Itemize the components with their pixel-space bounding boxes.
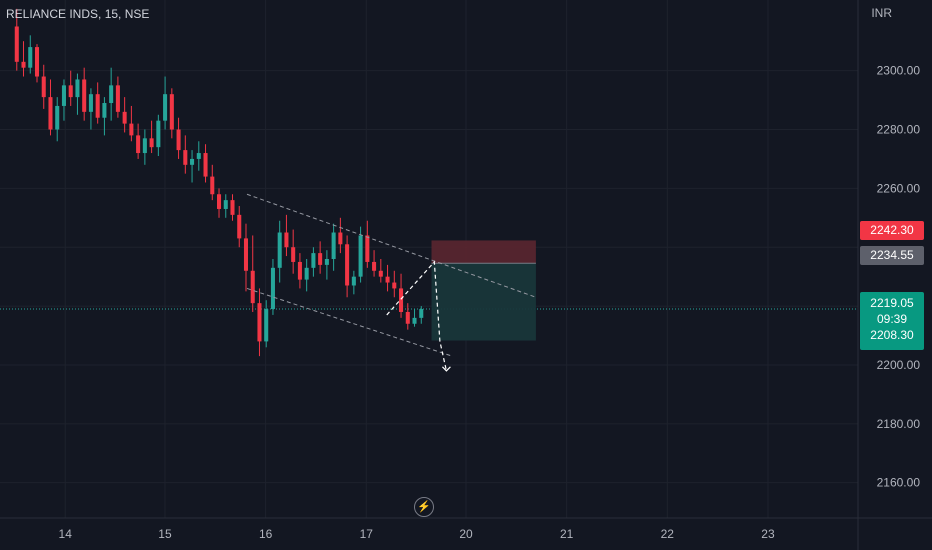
candle-body	[163, 94, 168, 121]
candle-body	[156, 120, 161, 148]
lightning-icon[interactable]: ⚡	[414, 497, 434, 517]
candle-body	[324, 259, 329, 265]
bar-countdown: 09:39	[876, 312, 908, 326]
candle-body	[243, 238, 249, 271]
candle-body	[68, 85, 73, 98]
candle-body	[129, 123, 134, 136]
currency-label: INR	[871, 6, 892, 20]
candle-body	[365, 235, 370, 262]
price-tick-label: 2300.00	[877, 64, 921, 78]
candle-body	[291, 247, 296, 262]
time-tick-label: 23	[761, 527, 775, 541]
candle-body	[109, 85, 114, 104]
candle-body	[203, 153, 208, 177]
candle-body	[399, 288, 404, 312]
candle-body	[304, 267, 309, 280]
candle-body	[345, 244, 350, 286]
target-price-value: 2208.30	[870, 328, 914, 342]
candle-body	[88, 94, 93, 112]
candle-body	[210, 176, 215, 195]
channel-upper-line	[246, 193, 537, 298]
candle-body	[297, 261, 302, 280]
candle-body	[216, 194, 222, 209]
grid	[0, 0, 858, 518]
price-tick-label: 2160.00	[877, 476, 921, 490]
time-tick-label: 16	[259, 527, 273, 541]
channel-lower-line	[246, 287, 453, 357]
candle-body	[338, 232, 343, 245]
candle-body	[257, 303, 262, 342]
candle-body	[223, 200, 228, 209]
candle-body	[196, 153, 201, 159]
candle-body	[34, 47, 40, 77]
candle-body	[237, 214, 242, 239]
candle-body	[55, 105, 60, 130]
symbol-label[interactable]: RELIANCE INDS, 15, NSE	[6, 7, 150, 21]
candle-body	[14, 26, 19, 62]
position-zones	[431, 240, 536, 341]
target-zone	[431, 263, 536, 341]
candle-body	[378, 270, 383, 277]
candle-body	[270, 267, 275, 310]
candle-body	[142, 138, 147, 154]
candle-body	[102, 103, 107, 118]
candle-body	[169, 94, 174, 130]
time-tick-label: 21	[560, 527, 574, 541]
candle-body	[21, 61, 26, 68]
candle-body	[115, 85, 120, 112]
candle-body	[176, 129, 181, 151]
price-tick-label: 2280.00	[877, 123, 921, 137]
candle-body	[82, 79, 87, 112]
candle-body	[331, 232, 336, 259]
candle-body	[75, 79, 80, 98]
price-tick-label: 2260.00	[877, 181, 921, 195]
candle-body	[95, 94, 100, 118]
time-tick-label: 20	[459, 527, 473, 541]
candle-body	[351, 276, 356, 286]
candle-body	[419, 309, 424, 318]
candle-body	[385, 276, 390, 283]
candle-body	[28, 47, 33, 68]
candle-body	[48, 97, 53, 130]
candle-body	[405, 311, 410, 324]
candle-body	[230, 200, 235, 215]
price-tick-label: 2180.00	[877, 417, 921, 431]
price-tick-label: 2200.00	[877, 358, 921, 372]
last-price-tag: 2219.05 09:39 2208.30	[860, 292, 924, 350]
stop-loss-price-tag: 2242.30	[860, 221, 924, 240]
last-price-value: 2219.05	[870, 296, 914, 310]
trend-drawings	[246, 193, 537, 372]
candle-body	[264, 309, 269, 342]
stop-loss-zone	[431, 240, 536, 264]
time-tick-label: 15	[158, 527, 172, 541]
candle-body	[412, 317, 417, 324]
candle-body	[372, 261, 377, 271]
candle-body	[136, 135, 141, 154]
candle-body	[183, 150, 188, 165]
projection-path	[386, 260, 448, 371]
candle-body	[284, 232, 289, 248]
candle-body	[311, 253, 316, 268]
candle-body	[41, 76, 46, 98]
candle-body	[61, 85, 66, 106]
time-tick-label: 14	[59, 527, 73, 541]
candle-body	[122, 111, 127, 124]
candle-body	[318, 253, 323, 265]
time-tick-label: 22	[661, 527, 675, 541]
candles	[14, 8, 424, 357]
time-tick-label: 17	[360, 527, 374, 541]
candle-body	[250, 270, 255, 304]
entry-price-tag: 2234.55	[860, 246, 924, 265]
candle-body	[358, 235, 363, 277]
candle-body	[149, 138, 154, 148]
candle-body	[277, 232, 282, 268]
projection-arrowhead	[442, 366, 451, 372]
candle-body	[190, 158, 195, 165]
candle-body	[392, 282, 397, 289]
